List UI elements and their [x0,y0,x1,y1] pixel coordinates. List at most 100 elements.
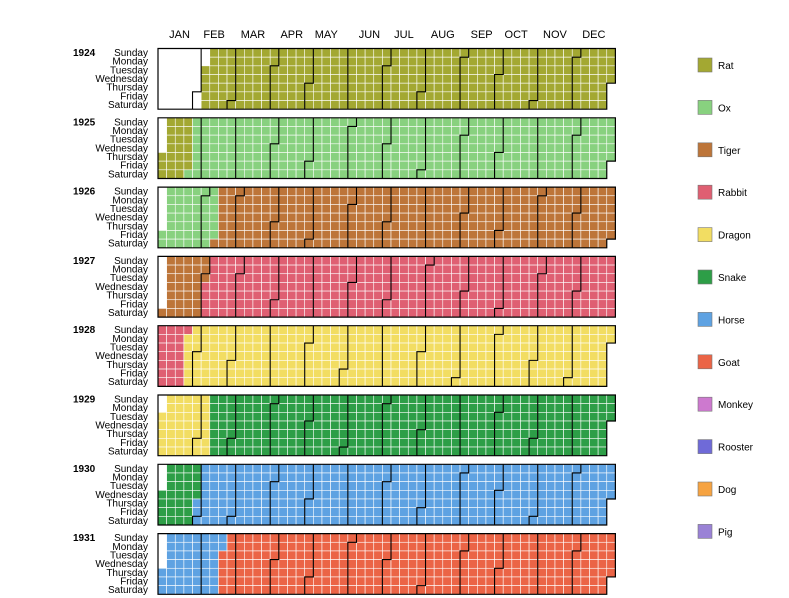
day-cell [459,56,469,67]
month-labels: JAN FEB MAR APR MAY JUN JUL AUG SEP OCT NOV DEC [169,29,605,41]
weekday-label-sunday: Sunday [114,48,148,59]
legend-swatch [697,439,713,454]
day-cell [287,195,297,205]
day-cell [209,82,219,93]
day-cell [244,541,254,552]
day-cell [494,567,504,578]
day-cell [606,394,616,404]
day-cell [183,342,193,353]
day-cell [174,186,185,197]
day-cell [390,290,400,301]
day-cell [200,230,211,240]
day-cell [364,264,375,275]
day-cell [287,446,297,456]
day-cell [520,117,530,127]
day-cell [192,438,202,448]
day-cell [209,394,219,404]
day-cell [589,238,599,249]
day-cell [278,264,288,275]
day-cell [451,490,461,500]
day-cell [459,48,469,58]
day-cell [390,446,400,456]
day-cell [209,334,219,344]
day-cell [451,351,461,361]
day-cell [459,342,469,353]
day-cell [494,541,504,552]
day-cell [278,204,288,214]
day-cell [226,585,236,595]
day-cell [330,143,340,153]
day-cell [589,498,599,508]
day-cell [278,91,288,101]
day-cell [407,481,418,491]
day-cell [520,221,530,231]
day-cell [252,230,262,240]
day-cell [226,351,236,361]
day-cell [554,585,564,595]
day-cell [287,264,297,275]
day-cell [433,325,444,335]
day-cell [304,507,314,517]
day-cell [451,117,461,127]
day-cell [269,152,280,162]
day-cell [261,438,271,448]
day-cell [442,134,452,145]
day-cell [313,221,323,231]
day-cell [433,394,444,404]
day-cell [494,394,504,404]
day-cell [269,273,280,283]
day-cell [226,160,236,171]
day-cell [218,507,228,517]
day-cell [597,472,608,482]
day-cell [261,204,271,214]
day-cell [494,100,504,110]
day-cell [502,446,513,456]
day-cell [373,152,383,162]
day-cell [425,516,435,526]
day-cell [321,212,331,223]
day-cell [468,221,478,231]
day-cell [364,472,375,482]
day-cell [399,559,409,569]
day-cell [278,282,288,292]
day-cell [571,429,582,439]
day-cell [442,195,452,205]
day-cell [183,282,193,292]
day-cell [468,74,478,84]
day-cell [382,368,392,379]
day-cell [269,576,280,586]
day-cell [537,360,547,370]
day-cell [321,186,331,197]
day-cell [537,429,547,439]
day-cell [313,368,323,379]
day-cell [589,299,599,309]
legend-label: Dragon [718,231,751,242]
day-cell [399,143,409,153]
day-cell [580,308,590,318]
day-cell [520,134,530,145]
day-cell [425,117,435,127]
day-cell [183,403,193,413]
day-cell [511,559,521,569]
day-cell [166,325,176,335]
day-cell [252,299,262,309]
month-boundary [191,325,202,387]
day-cell [347,117,357,127]
day-cell [382,429,392,439]
day-cell [261,48,271,58]
day-cell [252,195,262,205]
day-cell [347,351,357,361]
day-cell [252,74,262,84]
day-cell [494,91,504,101]
day-cell [477,377,487,387]
day-cell [606,325,616,335]
day-cell [364,368,375,379]
day-cell [356,169,366,179]
day-cell [563,377,573,387]
day-cell [382,420,392,430]
day-cell [347,394,357,404]
day-cell [183,559,193,569]
day-cell [244,169,254,179]
day-cell [313,377,323,387]
